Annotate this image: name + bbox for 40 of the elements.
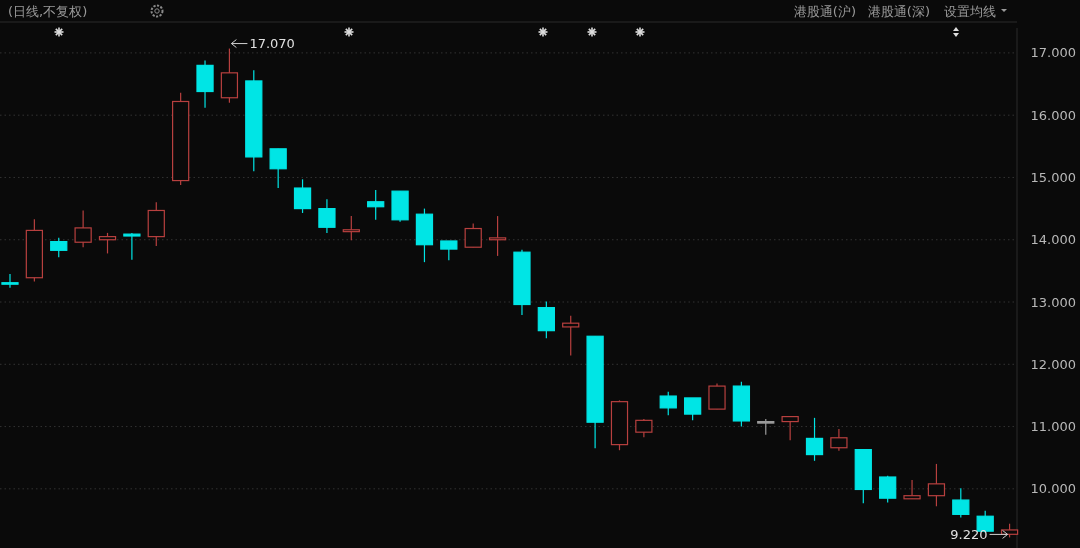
candlestick [903, 479, 921, 500]
y-tick-label: 17.000 [1030, 45, 1076, 61]
candlestick [318, 198, 336, 234]
candlestick [562, 315, 580, 357]
candlestick [269, 148, 287, 189]
candlestick [464, 222, 482, 248]
text: 设置均线 [944, 3, 996, 19]
candlestick [659, 391, 677, 416]
candlestick [952, 487, 970, 519]
candlestick [781, 416, 799, 441]
y-tick-label: 10.000 [1030, 481, 1076, 497]
y-tick-label: 14.000 [1030, 232, 1076, 248]
y-tick-label: 16.000 [1030, 107, 1076, 123]
annotation: 17.070 [249, 36, 295, 52]
text: 港股通(沪) [793, 3, 856, 19]
candlestick [293, 178, 312, 214]
y-tick-label: 11.000 [1030, 419, 1076, 435]
candlestick [830, 428, 848, 452]
candlestick [683, 397, 702, 421]
candlestick [98, 232, 117, 255]
annotation: 9.220 [950, 526, 988, 542]
candlestick [440, 240, 458, 261]
candlestick [1, 273, 19, 289]
y-tick-label: 15.000 [1030, 170, 1076, 186]
candlestick [367, 189, 385, 221]
candlestick [123, 232, 141, 261]
candlestick [342, 215, 360, 241]
candlestick [537, 300, 555, 339]
y-tick-label: 13.000 [1030, 294, 1076, 310]
y-tick-label: 12.000 [1030, 356, 1076, 372]
candlestick [927, 463, 946, 507]
candlestick [50, 237, 68, 258]
candlestick [708, 382, 726, 410]
candlestick [488, 215, 507, 257]
candlestick [635, 418, 653, 438]
candlestick [879, 475, 897, 504]
chart-subtitle: (日线,不复权) [8, 3, 88, 19]
candlestick [805, 417, 824, 462]
candlestick [74, 209, 92, 248]
text: 港股通(深) [867, 3, 930, 19]
